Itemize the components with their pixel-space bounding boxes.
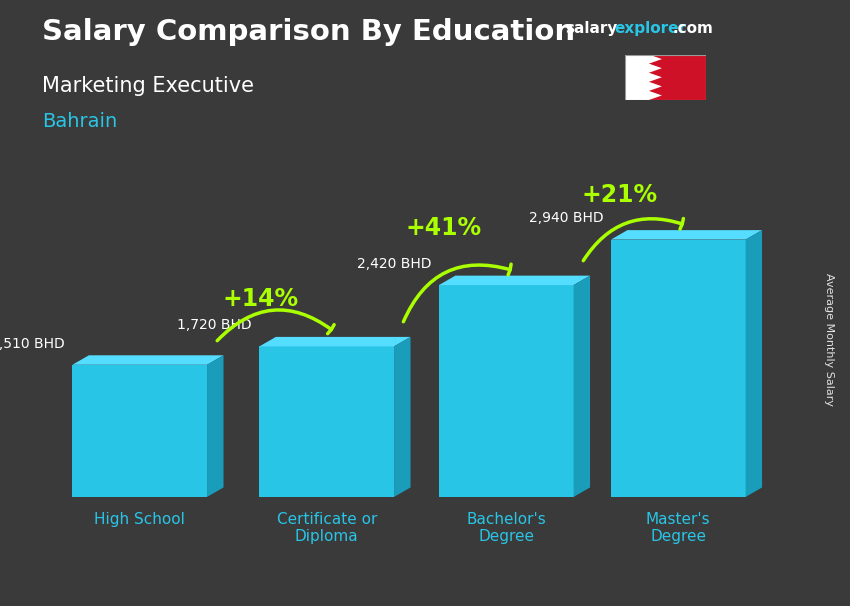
Text: 1,720 BHD: 1,720 BHD xyxy=(178,318,252,332)
Text: Bachelor's
Degree: Bachelor's Degree xyxy=(467,512,547,544)
Text: +41%: +41% xyxy=(405,216,481,241)
Text: 1,510 BHD: 1,510 BHD xyxy=(0,336,65,350)
Polygon shape xyxy=(259,337,411,347)
Polygon shape xyxy=(574,276,590,497)
Text: Salary Comparison By Education: Salary Comparison By Education xyxy=(42,18,575,46)
Text: Marketing Executive: Marketing Executive xyxy=(42,76,254,96)
Text: Average Monthly Salary: Average Monthly Salary xyxy=(824,273,834,406)
Polygon shape xyxy=(394,337,411,497)
Bar xyxy=(259,347,394,497)
Polygon shape xyxy=(207,355,224,497)
Polygon shape xyxy=(649,91,662,100)
Text: 2,940 BHD: 2,940 BHD xyxy=(529,211,604,225)
Bar xyxy=(72,365,207,497)
Text: Bahrain: Bahrain xyxy=(42,112,118,131)
Text: explorer: explorer xyxy=(615,21,687,36)
Bar xyxy=(611,239,745,497)
Polygon shape xyxy=(649,64,662,73)
Text: .com: .com xyxy=(672,21,713,36)
Polygon shape xyxy=(611,230,762,239)
Polygon shape xyxy=(649,82,662,91)
Bar xyxy=(625,55,649,100)
Polygon shape xyxy=(745,230,762,497)
Polygon shape xyxy=(649,55,662,64)
Text: Master's
Degree: Master's Degree xyxy=(646,512,711,544)
Text: +14%: +14% xyxy=(222,287,298,311)
Polygon shape xyxy=(439,276,590,285)
Polygon shape xyxy=(649,73,662,82)
Text: salary: salary xyxy=(565,21,618,36)
Bar xyxy=(649,55,705,100)
Text: Certificate or
Diploma: Certificate or Diploma xyxy=(276,512,377,544)
Text: 2,420 BHD: 2,420 BHD xyxy=(357,257,432,271)
Text: High School: High School xyxy=(94,512,185,527)
Text: +21%: +21% xyxy=(581,184,657,207)
Polygon shape xyxy=(72,355,224,365)
Bar xyxy=(439,285,574,497)
